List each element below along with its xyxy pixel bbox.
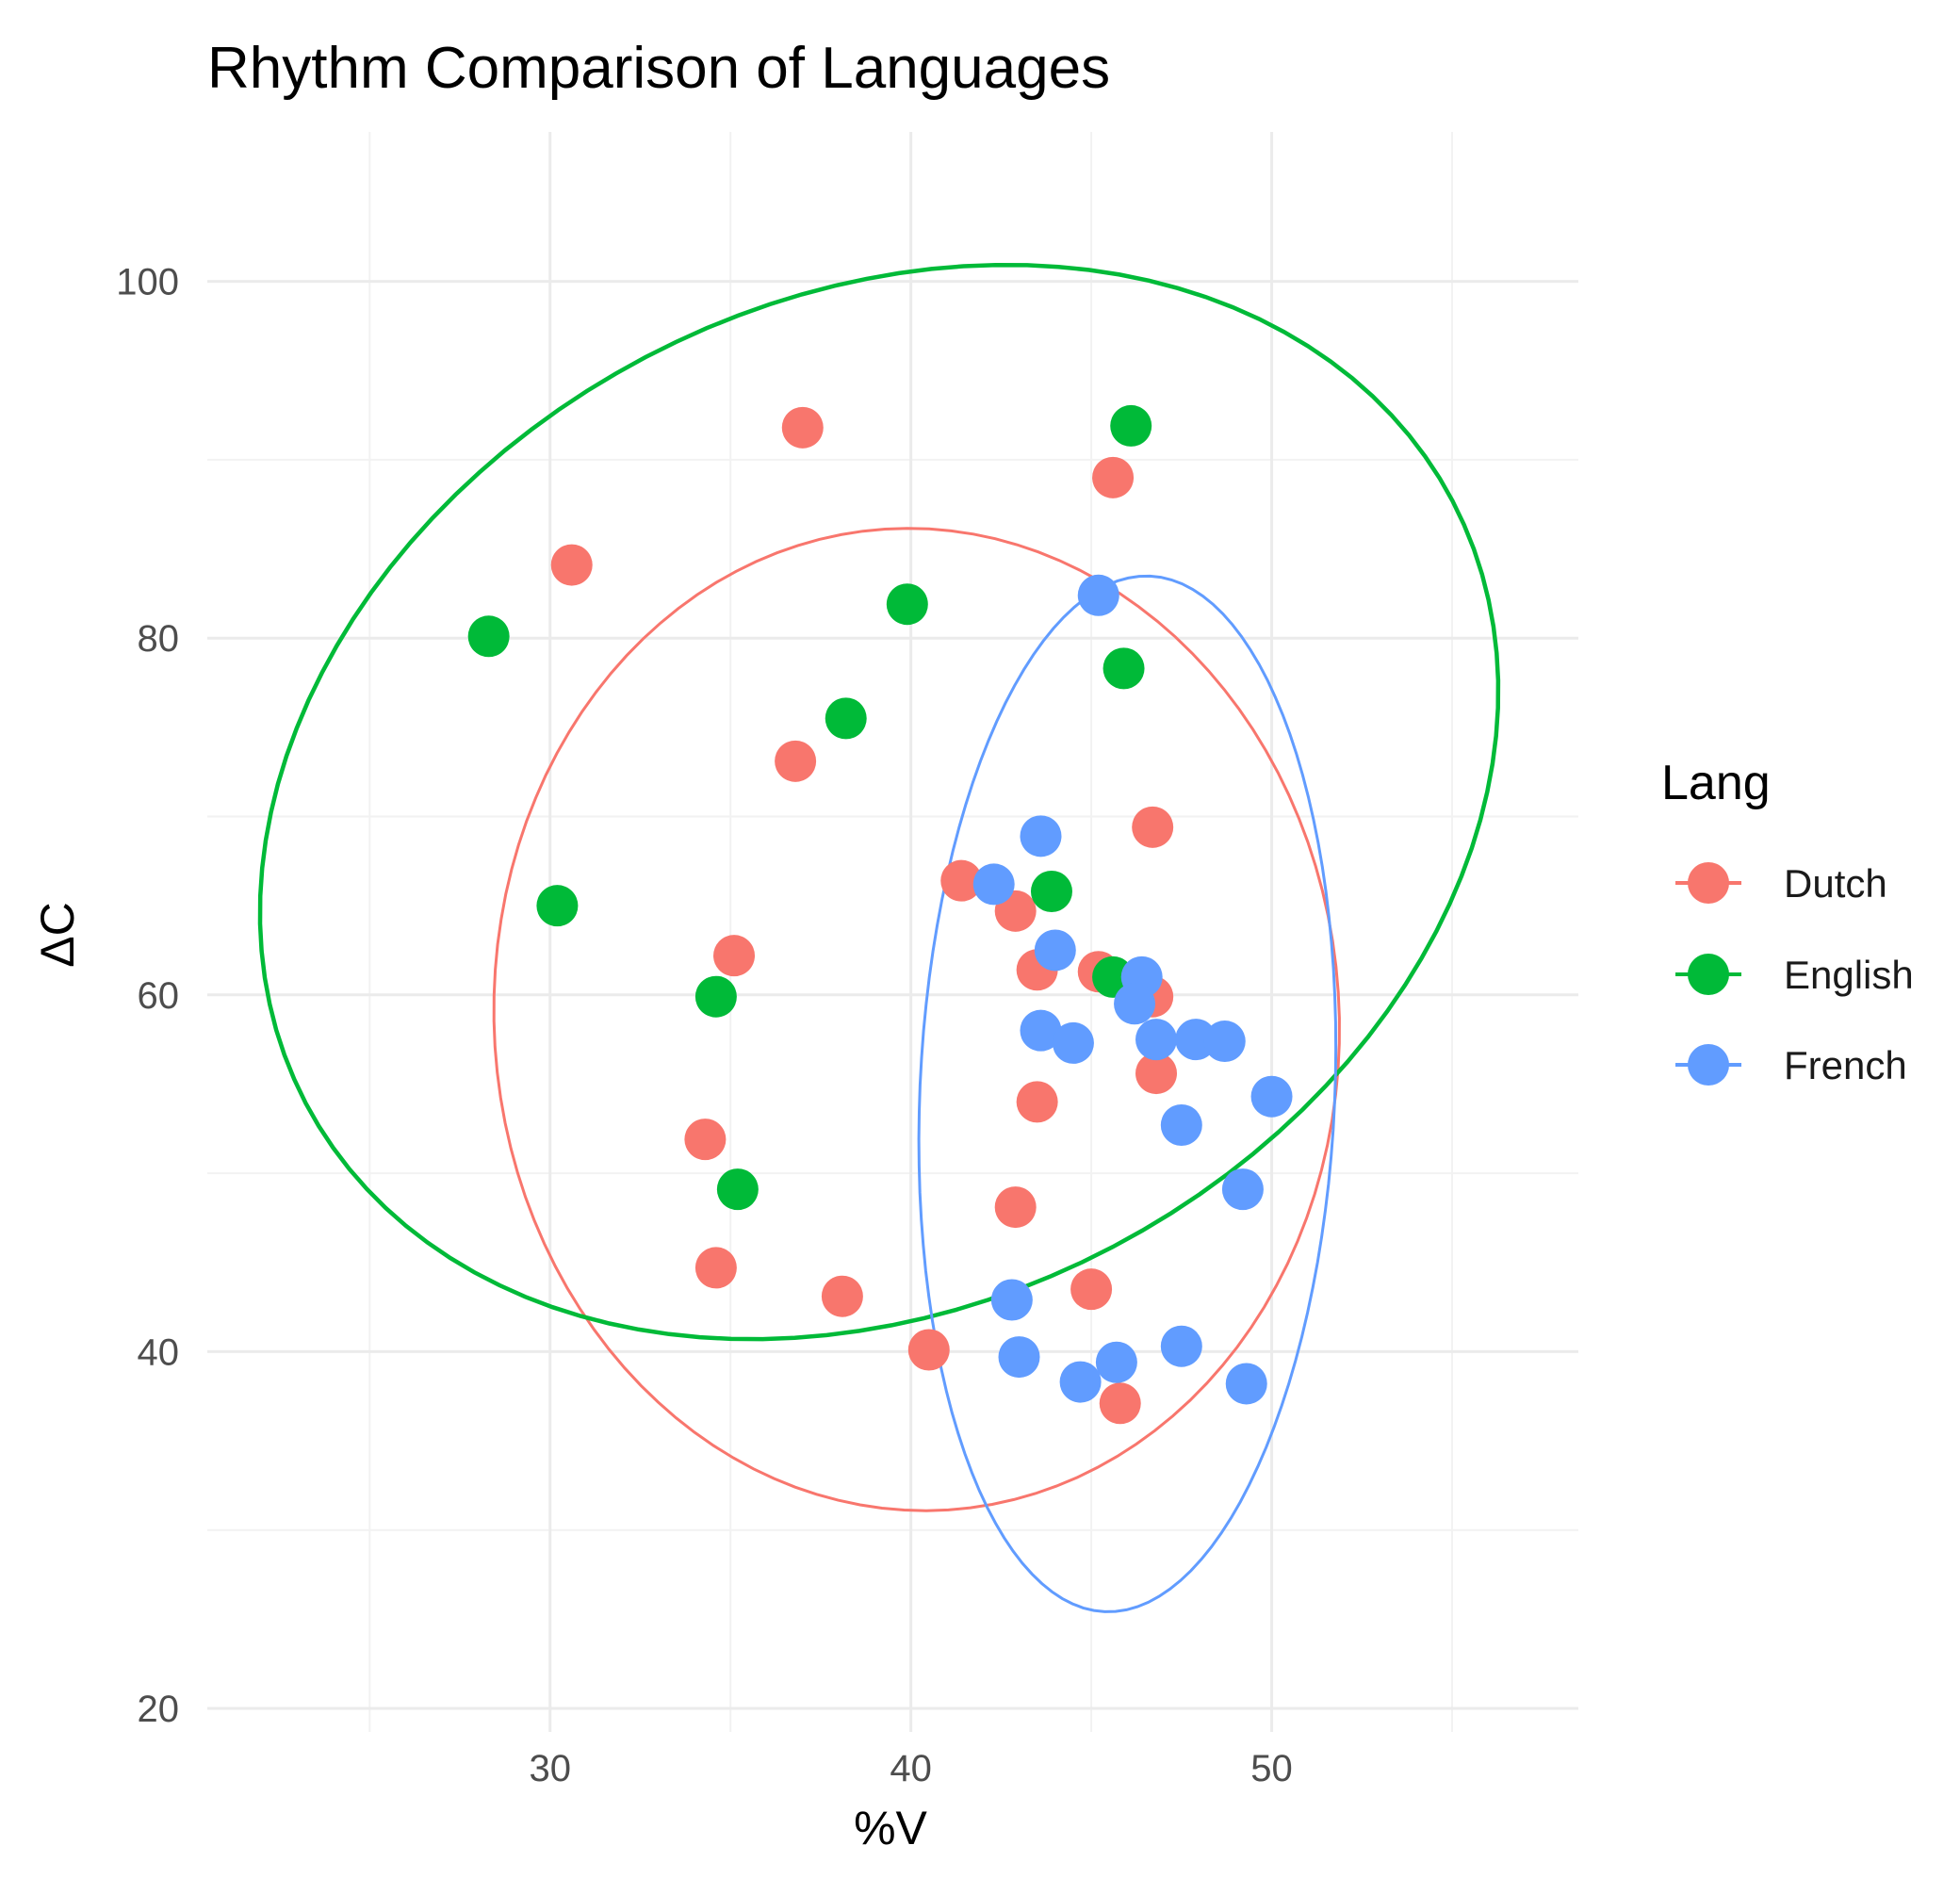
point-french — [1095, 1341, 1137, 1383]
point-english — [1102, 647, 1145, 690]
point-dutch — [1099, 1382, 1141, 1425]
point-dutch — [1092, 456, 1135, 498]
y-axis-tick-labels: 20 40 60 80 100 — [116, 262, 179, 1730]
legend-label-french: French — [1784, 1043, 1907, 1087]
ellipse-english — [257, 262, 1501, 1342]
y-tick-label: 100 — [116, 262, 179, 303]
point-dutch — [1016, 1081, 1058, 1123]
point-dutch — [940, 859, 983, 902]
point-french — [1020, 815, 1062, 857]
point-english — [536, 885, 579, 927]
point-french — [998, 1336, 1040, 1379]
point-french — [1160, 1103, 1202, 1146]
point-dutch — [775, 740, 817, 782]
legend: Lang Dutch English French — [1661, 756, 1914, 1087]
confidence-ellipses — [257, 262, 1501, 1613]
point-french — [1114, 983, 1156, 1025]
x-axis-tick-labels: 30 40 50 — [530, 1748, 1293, 1789]
point-french — [1225, 1363, 1267, 1405]
chart-title: Rhythm Comparison of Languages — [207, 36, 1110, 101]
point-dutch — [684, 1119, 727, 1161]
point-english — [1030, 871, 1072, 913]
point-french — [1135, 1019, 1178, 1061]
point-french — [1160, 1325, 1202, 1367]
x-tick-label: 30 — [530, 1748, 572, 1789]
point-french — [1034, 929, 1076, 972]
point-french — [1203, 1021, 1246, 1063]
data-points — [467, 404, 1293, 1425]
ellipse-french — [917, 574, 1338, 1613]
point-dutch — [821, 1275, 863, 1317]
legend-label-english: English — [1784, 953, 1914, 997]
point-dutch — [781, 406, 824, 449]
point-dutch — [994, 1186, 1037, 1229]
y-tick-label: 40 — [138, 1331, 180, 1373]
point-english — [886, 583, 928, 626]
point-french — [972, 863, 1015, 906]
point-dutch — [713, 935, 756, 977]
point-french — [1077, 574, 1119, 616]
point-dutch — [1132, 806, 1174, 848]
point-french — [990, 1279, 1033, 1321]
legend-title: Lang — [1661, 756, 1771, 810]
point-english — [694, 975, 737, 1018]
point-english — [825, 697, 867, 740]
x-tick-label: 40 — [890, 1748, 932, 1789]
point-french — [1250, 1075, 1293, 1118]
minor-gridlines — [207, 132, 1578, 1732]
point-french — [1221, 1168, 1264, 1211]
point-french — [1059, 1361, 1102, 1403]
y-axis-title: ΔC — [31, 902, 84, 968]
point-french — [1052, 1021, 1094, 1064]
y-tick-label: 20 — [138, 1689, 180, 1730]
point-english — [467, 615, 510, 658]
legend-label-dutch: Dutch — [1784, 861, 1887, 906]
x-tick-label: 50 — [1250, 1748, 1293, 1789]
point-english — [716, 1168, 759, 1211]
y-tick-label: 60 — [138, 975, 180, 1017]
x-axis-title: %V — [854, 1802, 927, 1854]
point-french — [1020, 1009, 1062, 1052]
point-dutch — [694, 1247, 737, 1289]
legend-key-dot-dutch — [1688, 862, 1729, 904]
point-dutch — [1135, 1053, 1178, 1095]
y-tick-label: 80 — [138, 618, 180, 660]
point-dutch — [1070, 1268, 1113, 1311]
point-dutch — [907, 1329, 950, 1371]
legend-key-dot-english — [1688, 954, 1729, 995]
legend-key-dot-french — [1688, 1044, 1729, 1086]
point-dutch — [550, 544, 593, 586]
major-gridlines — [207, 132, 1578, 1732]
point-english — [1110, 404, 1152, 447]
